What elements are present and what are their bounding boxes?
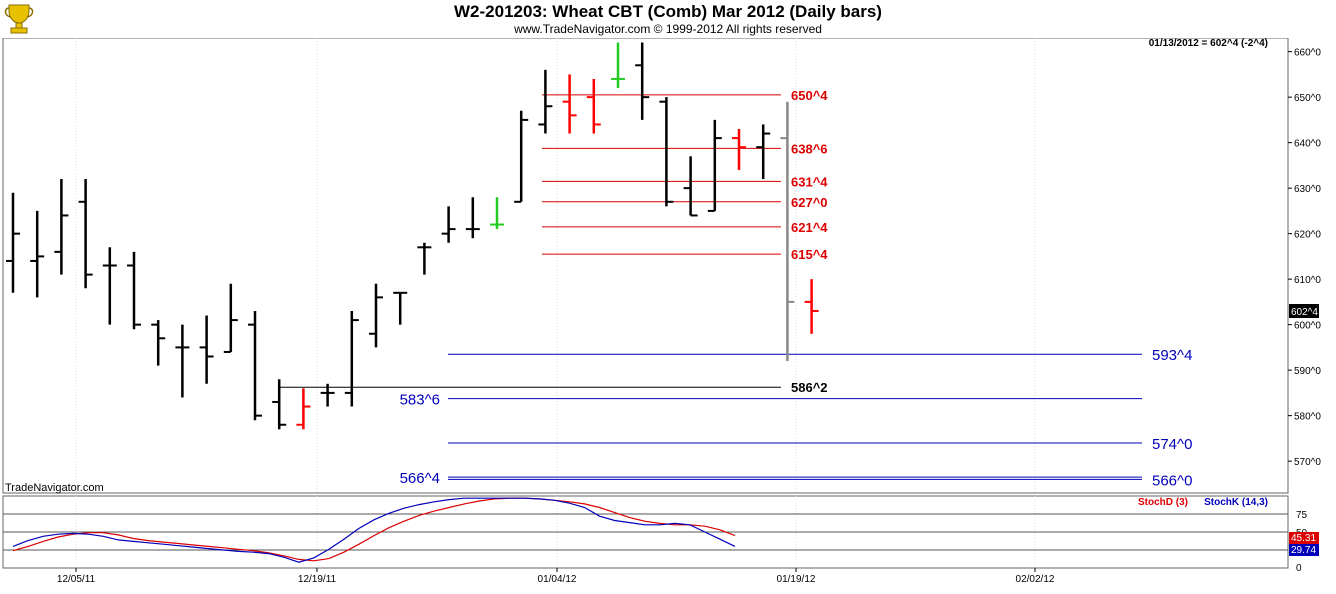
ohlc-bar: [732, 129, 746, 170]
osc-y-tick-label: 0: [1296, 563, 1302, 574]
y-tick-label: 580^0: [1294, 412, 1321, 423]
last-price-tag-bg: [1289, 304, 1319, 318]
oscillator-series-line: [12, 497, 736, 562]
y-tick-label: 600^0: [1294, 321, 1321, 332]
x-tick-label: 01/04/12: [538, 574, 577, 585]
y-tick-label: 570^0: [1294, 457, 1321, 468]
y-tick-label: 620^0: [1294, 230, 1321, 241]
ohlc-bar: [78, 179, 93, 289]
ohlc-bar: [151, 320, 166, 366]
watermark-text: TradeNavigator.com: [5, 482, 104, 494]
ohlc-bar: [393, 291, 408, 325]
ohlc-bar: [659, 97, 674, 207]
level-label: 583^6: [400, 392, 440, 409]
x-tick-label: 01/19/12: [777, 574, 816, 585]
osc-value-tag-bg: [1289, 532, 1319, 544]
level-label: 593^4: [1152, 347, 1192, 364]
level-label: 566^0: [1152, 472, 1192, 489]
copyright-text: www.TradeNavigator.com © 1999-2012 All r…: [514, 22, 822, 36]
x-tick-label: 12/19/11: [298, 574, 337, 585]
y-tick-label: 610^0: [1294, 275, 1321, 286]
oscillator-series-line: [12, 497, 736, 563]
ohlc-bar: [804, 279, 819, 334]
y-tick-label: 640^0: [1294, 139, 1321, 150]
x-tick-label: 12/05/11: [57, 574, 96, 585]
last-price-tag: 602^4: [1291, 307, 1318, 318]
osc-value-tag: 45.31: [1291, 533, 1316, 544]
ohlc-bar: [54, 179, 69, 275]
osc-value-tag: 29.74: [1291, 545, 1316, 556]
last-quote-label: 01/13/2012 = 602^4 (-2^4): [1149, 38, 1268, 49]
ohlc-bar: [490, 197, 504, 230]
level-label: 586^2: [791, 380, 828, 395]
ohlc-bar: [102, 247, 117, 325]
ohlc-bar: [369, 283, 383, 348]
ohlc-bar: [707, 119, 722, 212]
level-label: 627^0: [791, 195, 828, 210]
ohlc-bar: [780, 101, 795, 362]
ohlc-bar: [635, 42, 650, 120]
ohlc-bar: [320, 383, 335, 407]
ohlc-bar: [756, 124, 771, 180]
trophy-icon: [4, 4, 34, 34]
y-tick-label: 660^0: [1294, 48, 1321, 59]
osc-value-tag-bg: [1289, 544, 1319, 556]
ohlc-bar: [6, 192, 20, 293]
ohlc-bar: [586, 78, 601, 134]
y-tick-label: 630^0: [1294, 184, 1321, 195]
ohlc-bar: [683, 156, 698, 217]
ohlc-bar: [175, 324, 190, 398]
ohlc-bar: [199, 315, 214, 384]
ohlc-bar: [538, 69, 553, 134]
ohlc-bar: [417, 242, 432, 275]
ohlc-bar: [465, 197, 480, 239]
ohlc-bar: [344, 311, 359, 407]
ohlc-bar: [562, 74, 577, 134]
ohlc-bar: [441, 206, 456, 243]
ohlc-bar: [248, 311, 262, 421]
level-label: 615^4: [791, 247, 828, 262]
ohlc-bar: [30, 210, 45, 298]
level-label: 638^6: [791, 141, 828, 156]
price-panel-frame: [2, 37, 1289, 494]
legend-stochk: StochK (14,3): [1204, 497, 1268, 508]
x-tick-label: 02/02/12: [1016, 574, 1055, 585]
osc-y-tick-label: 75: [1296, 510, 1308, 521]
level-label: 650^4: [791, 88, 828, 103]
ohlc-bar: [272, 379, 287, 430]
ohlc-bar: [296, 388, 311, 430]
level-label: 631^4: [791, 174, 828, 189]
level-label: 621^4: [791, 220, 828, 235]
title-bar: W2-201203: Wheat CBT (Comb) Mar 2012 (Da…: [0, 0, 1336, 38]
y-tick-label: 650^0: [1294, 93, 1321, 104]
chart-title: W2-201203: Wheat CBT (Comb) Mar 2012 (Da…: [454, 2, 882, 21]
ohlc-bar: [223, 283, 238, 353]
ohlc-bar: [611, 42, 625, 89]
y-tick-label: 590^0: [1294, 366, 1321, 377]
ohlc-bar: [514, 110, 529, 203]
legend-stochd: StochD (3): [1138, 497, 1188, 508]
level-label: 566^4: [400, 470, 440, 487]
level-label: 574^0: [1152, 436, 1192, 453]
ohlc-bar: [127, 251, 141, 330]
